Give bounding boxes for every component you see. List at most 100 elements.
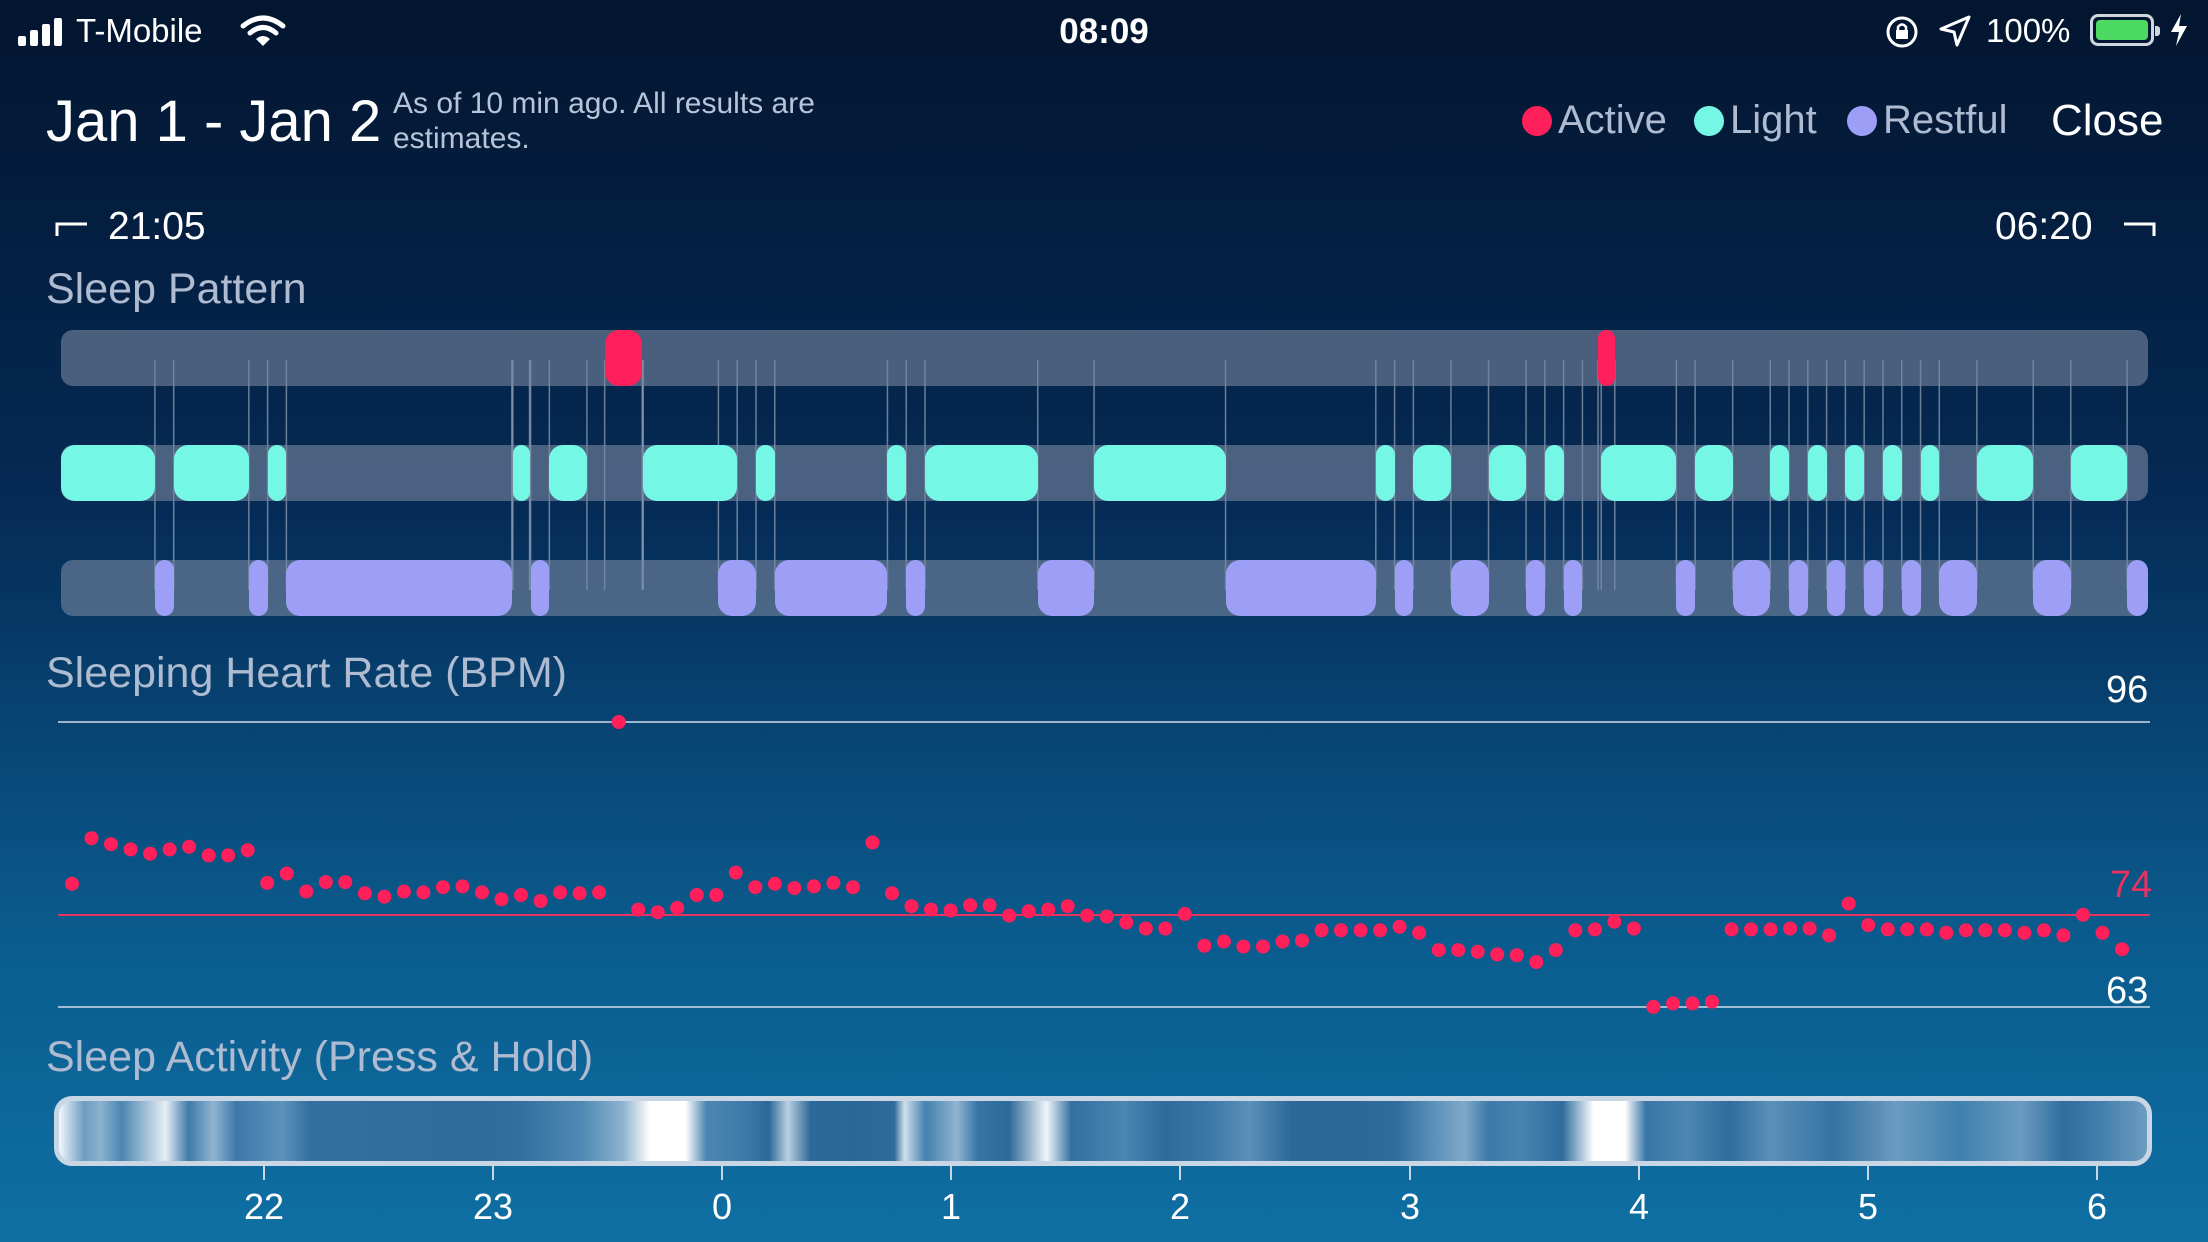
heart-rate-point xyxy=(1236,939,1251,954)
heart-rate-point xyxy=(182,839,197,854)
heart-rate-point xyxy=(514,888,528,902)
heart-rate-point xyxy=(650,905,665,920)
light-segment xyxy=(61,445,155,501)
light-segment xyxy=(512,445,530,501)
wifi-icon xyxy=(240,15,286,46)
heart-rate-point xyxy=(1900,922,1915,937)
light-segment xyxy=(1770,445,1790,501)
heart-rate-point xyxy=(1099,909,1114,924)
hour-tick-mark xyxy=(1409,1166,1411,1180)
heart-rate-point xyxy=(1275,934,1290,949)
heart-rate-point xyxy=(1177,906,1192,921)
hour-tick-label: 0 xyxy=(711,1186,733,1227)
heart-rate-point xyxy=(1841,896,1856,911)
hour-tick-label: 3 xyxy=(1399,1186,1421,1227)
heart-rate-point xyxy=(963,898,978,913)
light-segment xyxy=(267,445,287,501)
heart-rate-point xyxy=(2115,942,2129,957)
hour-tick-mark xyxy=(1867,1166,1869,1180)
end-bracket-icon xyxy=(2124,222,2156,236)
heart-rate-point xyxy=(1197,938,1212,953)
heart-rate-point xyxy=(318,875,333,890)
heart-rate-point xyxy=(1783,921,1798,936)
active-segment xyxy=(604,330,643,386)
restful-track xyxy=(61,560,2148,616)
hour-tick-label: 4 xyxy=(1628,1186,1650,1227)
heart-rate-point xyxy=(143,846,158,861)
sleep-activity-bar[interactable] xyxy=(54,1096,2152,1166)
light-segment xyxy=(1807,445,1827,501)
legend-active-dot xyxy=(1522,106,1552,136)
restful-segment xyxy=(1676,560,1696,616)
light-segment xyxy=(1375,445,1395,501)
heart-rate-point xyxy=(436,880,450,895)
restful-segment xyxy=(1732,560,1771,616)
restful-segment xyxy=(1563,560,1583,616)
restful-segment xyxy=(2033,560,2071,616)
light-segment xyxy=(1976,445,2034,501)
heart-rate-point xyxy=(1373,923,1388,938)
carrier-name: T-Mobile xyxy=(76,12,203,49)
hr-max-label: 96 xyxy=(2106,669,2149,711)
heart-rate-point xyxy=(240,843,255,858)
light-segment xyxy=(1488,445,1527,501)
heart-rate-point xyxy=(84,831,99,846)
heart-rate-point xyxy=(279,866,294,881)
heart-rate-point xyxy=(1256,939,1270,954)
heart-rate-point xyxy=(65,876,79,891)
heart-rate-point xyxy=(1666,996,1680,1011)
heart-rate-point xyxy=(1119,915,1134,930)
heart-rate-point xyxy=(396,884,411,899)
heart-rate-point xyxy=(1646,999,1661,1014)
hr-avg-label: 74 xyxy=(2110,864,2153,906)
restful-segment xyxy=(718,560,756,616)
heart-rate-point xyxy=(455,879,470,894)
heart-rate-point xyxy=(1939,925,1954,940)
light-segment xyxy=(643,445,738,501)
date-range-title: Jan 1 - Jan 2 xyxy=(46,89,382,154)
close-button[interactable]: Close xyxy=(2051,96,2164,145)
heart-rate-point xyxy=(1490,947,1505,962)
active-track xyxy=(61,330,2148,386)
hr-max-line xyxy=(58,721,2150,723)
restful-segment xyxy=(1526,560,1545,616)
light-segment xyxy=(1845,445,1865,501)
heart-rate-point xyxy=(670,900,685,915)
heart-rate-points xyxy=(65,715,2129,1014)
restful-segment xyxy=(286,560,512,616)
heart-rate-point xyxy=(201,848,216,863)
light-track xyxy=(61,445,2148,501)
heart-rate-point xyxy=(162,842,177,857)
hour-tick-label: 2 xyxy=(1169,1186,1191,1227)
heart-rate-point xyxy=(260,875,275,890)
heart-rate-point xyxy=(1919,922,1934,937)
heart-rate-point xyxy=(943,903,958,918)
restful-segment xyxy=(1225,560,1376,616)
heart-rate-point xyxy=(1607,914,1622,929)
heart-rate-point xyxy=(1060,899,1075,914)
heart-rate-point xyxy=(338,875,353,890)
heart-rate-point xyxy=(1451,943,1466,958)
heart-rate-point xyxy=(1685,996,1700,1011)
heart-rate-point xyxy=(1158,921,1173,936)
heart-rate-point xyxy=(1470,944,1485,959)
restful-segment xyxy=(154,560,174,616)
light-segment xyxy=(887,445,907,501)
heart-rate-point xyxy=(865,835,880,850)
heart-rate-point xyxy=(806,879,821,894)
heart-rate-point xyxy=(982,898,997,913)
restful-segment xyxy=(2127,560,2148,616)
restful-segment xyxy=(1789,560,1808,616)
heart-rate-point xyxy=(709,888,724,902)
restful-segment xyxy=(1450,560,1489,616)
heart-rate-point xyxy=(631,902,646,917)
heart-rate-point xyxy=(1705,994,1719,1009)
restful-segment xyxy=(906,560,926,616)
heart-rate-point xyxy=(885,886,899,901)
light-segment xyxy=(925,445,1038,501)
heart-rate-point xyxy=(1334,923,1348,938)
heart-rate-point xyxy=(1763,922,1778,937)
restful-segment xyxy=(1394,560,1414,616)
heart-rate-point xyxy=(377,889,392,904)
restful-segment xyxy=(248,560,268,616)
